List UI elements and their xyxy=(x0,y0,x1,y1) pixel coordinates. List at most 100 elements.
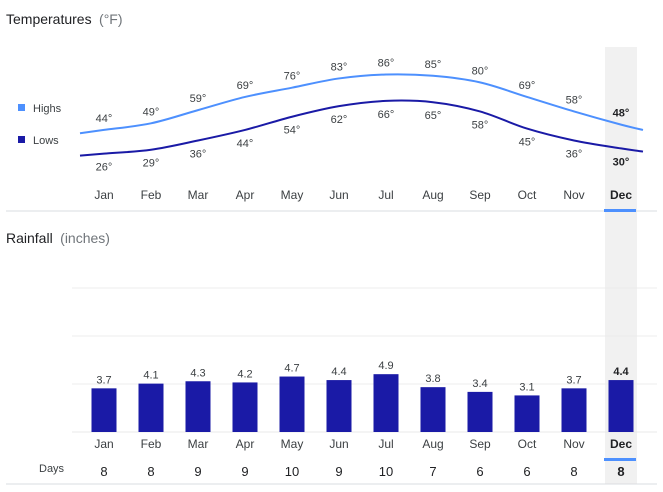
temp-highs-label-apr: 69° xyxy=(237,80,254,92)
rain-month-jul[interactable]: Jul xyxy=(378,437,393,451)
temp-month-jul[interactable]: Jul xyxy=(378,188,393,202)
rain-label-may: 4.7 xyxy=(284,363,299,375)
temp-highs-label-oct: 69° xyxy=(519,80,536,92)
temp-lows-label-nov: 36° xyxy=(566,148,583,160)
rain-label-sep: 3.4 xyxy=(472,378,487,390)
rain-label-mar: 4.3 xyxy=(190,367,205,379)
temp-title-text: Temperatures xyxy=(6,11,92,27)
rain-month-feb[interactable]: Feb xyxy=(141,437,162,451)
temp-month-nov[interactable]: Nov xyxy=(563,188,584,202)
rain-bar-may[interactable] xyxy=(279,376,305,432)
temp-lows-label-jan: 26° xyxy=(96,162,113,174)
temp-lows-label-oct: 45° xyxy=(519,137,536,149)
rain-bar-oct[interactable] xyxy=(514,395,540,432)
temp-highs-label-jan: 44° xyxy=(96,113,113,125)
temp-lows-label-jul: 66° xyxy=(378,109,395,121)
rain-label-dec: 4.4 xyxy=(613,366,629,378)
temp-month-feb[interactable]: Feb xyxy=(141,188,162,202)
days-value-aug: 7 xyxy=(429,464,436,479)
temp-highs-label-nov: 58° xyxy=(566,94,583,106)
temp-legend: Highs Lows xyxy=(18,103,62,147)
temp-plot: 44° 49° 59° 69° 76° 83° 86° 85° 80° 69° 58° 48° 26° 2… xyxy=(79,57,644,202)
temp-month-aug[interactable]: Aug xyxy=(422,188,443,202)
days-value-jun: 9 xyxy=(335,464,342,479)
days-value-jan: 8 xyxy=(100,464,107,479)
rain-bar-dec[interactable] xyxy=(608,380,634,432)
rain-bar-jul[interactable] xyxy=(373,374,399,432)
rain-label-oct: 3.1 xyxy=(519,381,534,393)
rain-title-text: Rainfall xyxy=(6,230,53,246)
rain-month-oct[interactable]: Oct xyxy=(518,437,537,451)
temp-highs-label-mar: 59° xyxy=(190,93,207,105)
legend-lows-swatch xyxy=(18,136,25,143)
temp-month-mar[interactable]: Mar xyxy=(188,188,209,202)
rain-month-mar[interactable]: Mar xyxy=(188,437,209,451)
temp-lows-label-apr: 44° xyxy=(237,138,254,150)
rain-month-jan[interactable]: Jan xyxy=(94,437,113,451)
temp-highs-label-jun: 83° xyxy=(331,61,348,73)
rain-gridlines xyxy=(72,287,657,433)
rain-month-aug[interactable]: Aug xyxy=(422,437,443,451)
rain-bar-jan[interactable] xyxy=(91,388,117,432)
temp-selected-underline xyxy=(604,209,636,212)
rain-month-jun[interactable]: Jun xyxy=(329,437,348,451)
legend-highs-label: Highs xyxy=(33,103,62,115)
temp-lows-label-dec: 30° xyxy=(613,156,630,168)
rain-month-nov[interactable]: Nov xyxy=(563,437,584,451)
days-value-oct: 6 xyxy=(523,464,530,479)
rain-label-jan: 3.7 xyxy=(96,374,111,386)
rain-label-aug: 3.8 xyxy=(425,373,440,385)
temp-highs-label-feb: 49° xyxy=(143,106,160,118)
rain-bar-jun[interactable] xyxy=(326,380,352,432)
days-value-dec: 8 xyxy=(617,464,624,479)
days-value-apr: 9 xyxy=(241,464,248,479)
temp-month-jan[interactable]: Jan xyxy=(94,188,113,202)
rain-label-nov: 3.7 xyxy=(566,374,581,386)
rain-bar-mar[interactable] xyxy=(185,381,211,432)
temp-lows-label-aug: 65° xyxy=(425,110,442,122)
temp-lows-label-sep: 58° xyxy=(472,119,489,131)
days-value-feb: 8 xyxy=(147,464,154,479)
legend-lows-label: Lows xyxy=(33,135,59,147)
rain-month-apr[interactable]: Apr xyxy=(236,437,255,451)
rain-plot: 3.7 Jan 4.1 Feb 4.3 Mar 4.2 Apr 4.7 May 4.4 Jun 4.9 J… xyxy=(91,360,634,451)
temp-month-apr[interactable]: Apr xyxy=(236,188,255,202)
temp-month-oct[interactable]: Oct xyxy=(518,188,537,202)
temp-highs-label-aug: 85° xyxy=(425,59,442,71)
temp-lows-label-may: 54° xyxy=(284,125,301,137)
rain-bar-apr[interactable] xyxy=(232,382,258,432)
rain-bar-nov[interactable] xyxy=(561,388,587,432)
days-row: 8 8 9 9 10 9 10 7 6 6 8 8 xyxy=(100,464,624,479)
temp-highs-label-jul: 86° xyxy=(378,57,395,69)
days-value-nov: 8 xyxy=(570,464,577,479)
temp-highs-label-sep: 80° xyxy=(472,65,489,77)
days-selected-underline xyxy=(604,458,636,461)
days-value-mar: 9 xyxy=(194,464,201,479)
temp-line-lows xyxy=(79,99,644,157)
legend-highs-swatch xyxy=(18,104,25,111)
rain-label-jun: 4.4 xyxy=(331,366,346,378)
temp-month-jun[interactable]: Jun xyxy=(329,188,348,202)
temp-lows-label-feb: 29° xyxy=(143,158,160,170)
temp-highs-label-may: 76° xyxy=(284,71,301,83)
temp-title-unit: (°F) xyxy=(99,11,122,27)
days-value-jul: 10 xyxy=(379,464,393,479)
rain-month-dec[interactable]: Dec xyxy=(610,437,632,451)
rain-bar-sep[interactable] xyxy=(467,391,493,432)
rain-bar-aug[interactable] xyxy=(420,387,446,432)
temp-lows-label-mar: 36° xyxy=(190,148,207,160)
rain-label-feb: 4.1 xyxy=(143,370,158,382)
temp-month-dec[interactable]: Dec xyxy=(610,188,632,202)
temp-month-may[interactable]: May xyxy=(281,188,304,202)
rain-title-unit: (inches) xyxy=(60,230,110,246)
temp-month-sep[interactable]: Sep xyxy=(469,188,491,202)
days-value-may: 10 xyxy=(285,464,299,479)
rain-month-sep[interactable]: Sep xyxy=(469,437,491,451)
rain-label-jul: 4.9 xyxy=(378,360,393,372)
temp-title: Temperatures (°F) xyxy=(6,11,123,28)
days-label: Days xyxy=(39,463,65,475)
rain-label-apr: 4.2 xyxy=(237,368,252,380)
rain-month-may[interactable]: May xyxy=(281,437,304,451)
rain-bar-feb[interactable] xyxy=(138,383,164,432)
